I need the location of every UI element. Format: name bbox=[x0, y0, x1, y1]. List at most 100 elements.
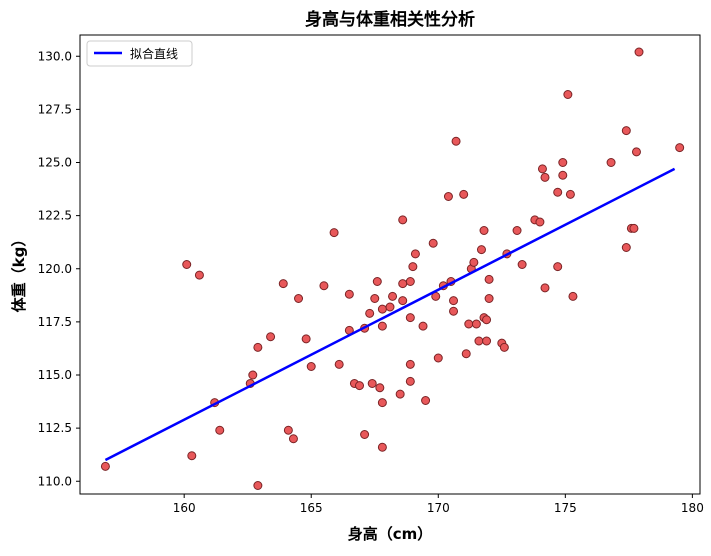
legend-box bbox=[86, 40, 193, 67]
data-point bbox=[558, 158, 568, 167]
data-point bbox=[535, 217, 545, 227]
data-point bbox=[512, 226, 522, 235]
plot-area: 160 165 170 175 180 110.0 112.5 115.0 117.5 120.0… bbox=[38, 34, 704, 515]
x-tick-label: 165 bbox=[300, 501, 323, 515]
data-point bbox=[568, 291, 578, 301]
data-point bbox=[563, 90, 573, 99]
data-point bbox=[319, 281, 329, 291]
data-point bbox=[355, 381, 365, 391]
data-point bbox=[553, 262, 563, 272]
y-tick-label: 115.0 bbox=[38, 368, 72, 382]
data-point bbox=[388, 291, 398, 301]
x-tick-label: 160 bbox=[173, 501, 196, 515]
data-point bbox=[329, 228, 339, 238]
data-point bbox=[408, 262, 418, 272]
chart-title: 身高与体重相关性分析 bbox=[305, 9, 475, 30]
data-point bbox=[449, 306, 459, 316]
y-tick-label: 125.0 bbox=[38, 156, 72, 170]
data-point bbox=[606, 158, 616, 167]
data-point bbox=[405, 277, 415, 286]
data-point bbox=[451, 136, 461, 146]
y-tick-label: 130.0 bbox=[38, 49, 72, 63]
data-point bbox=[405, 376, 415, 386]
data-point bbox=[476, 245, 486, 255]
data-point bbox=[377, 398, 387, 408]
data-point bbox=[215, 425, 225, 435]
y-tick-label: 110.0 bbox=[38, 474, 72, 488]
x-tick-label: 175 bbox=[554, 501, 577, 515]
data-point bbox=[248, 370, 258, 380]
data-point bbox=[377, 304, 387, 314]
data-point bbox=[377, 442, 387, 452]
data-point bbox=[372, 277, 382, 286]
data-point bbox=[565, 189, 575, 199]
data-point bbox=[558, 170, 568, 180]
data-point bbox=[344, 289, 354, 299]
data-point bbox=[675, 143, 685, 153]
data-point bbox=[540, 283, 550, 293]
data-point bbox=[428, 238, 438, 248]
y-tick-label: 117.5 bbox=[38, 315, 72, 329]
data-point bbox=[294, 294, 304, 303]
data-point bbox=[398, 296, 408, 306]
x-axis-label: 身高（cm） bbox=[348, 525, 433, 543]
fit-line bbox=[104, 167, 676, 462]
data-point bbox=[459, 189, 469, 199]
data-point bbox=[461, 349, 471, 359]
data-point bbox=[433, 353, 443, 363]
data-point bbox=[405, 359, 415, 369]
data-point bbox=[194, 270, 204, 280]
data-point bbox=[365, 308, 375, 318]
data-point bbox=[631, 147, 641, 157]
y-tick-label: 127.5 bbox=[38, 102, 72, 116]
data-point bbox=[395, 389, 405, 399]
data-point bbox=[100, 461, 110, 471]
data-point bbox=[288, 434, 298, 444]
data-point bbox=[621, 243, 631, 252]
data-point bbox=[537, 164, 547, 174]
data-point bbox=[421, 396, 431, 405]
data-point bbox=[398, 279, 408, 289]
data-point bbox=[479, 226, 489, 235]
data-point bbox=[370, 294, 380, 303]
data-point bbox=[517, 260, 527, 269]
data-point bbox=[367, 379, 377, 388]
data-point bbox=[449, 296, 459, 306]
data-point bbox=[360, 430, 370, 439]
data-point bbox=[253, 481, 263, 490]
x-tick-label: 180 bbox=[681, 501, 704, 515]
data-point bbox=[375, 383, 385, 393]
data-point bbox=[306, 362, 316, 371]
x-tick-label: 170 bbox=[427, 501, 450, 515]
y-tick-label: 112.5 bbox=[38, 421, 72, 435]
data-point bbox=[482, 315, 492, 325]
data-point bbox=[334, 359, 344, 369]
data-point bbox=[484, 274, 494, 284]
data-point bbox=[443, 192, 453, 201]
data-point bbox=[182, 260, 192, 269]
data-point bbox=[471, 319, 481, 329]
data-point bbox=[283, 425, 293, 435]
data-point bbox=[266, 332, 276, 342]
data-point bbox=[634, 47, 644, 57]
data-point bbox=[482, 336, 492, 346]
data-point bbox=[540, 172, 550, 182]
data-point bbox=[484, 294, 494, 303]
data-point bbox=[469, 257, 479, 267]
y-tick-label: 122.5 bbox=[38, 209, 72, 223]
y-tick-label: 120.0 bbox=[38, 262, 72, 276]
data-point bbox=[629, 223, 639, 233]
data-point bbox=[621, 126, 631, 136]
legend-label: 拟合直线 bbox=[130, 46, 178, 61]
data-point bbox=[398, 215, 408, 225]
data-point bbox=[301, 334, 311, 344]
y-axis-label: 体重（kg） bbox=[10, 232, 28, 313]
data-point bbox=[385, 302, 395, 312]
data-point bbox=[553, 187, 563, 197]
data-point bbox=[405, 313, 415, 323]
plot-frame bbox=[79, 34, 701, 495]
data-point bbox=[253, 342, 263, 352]
